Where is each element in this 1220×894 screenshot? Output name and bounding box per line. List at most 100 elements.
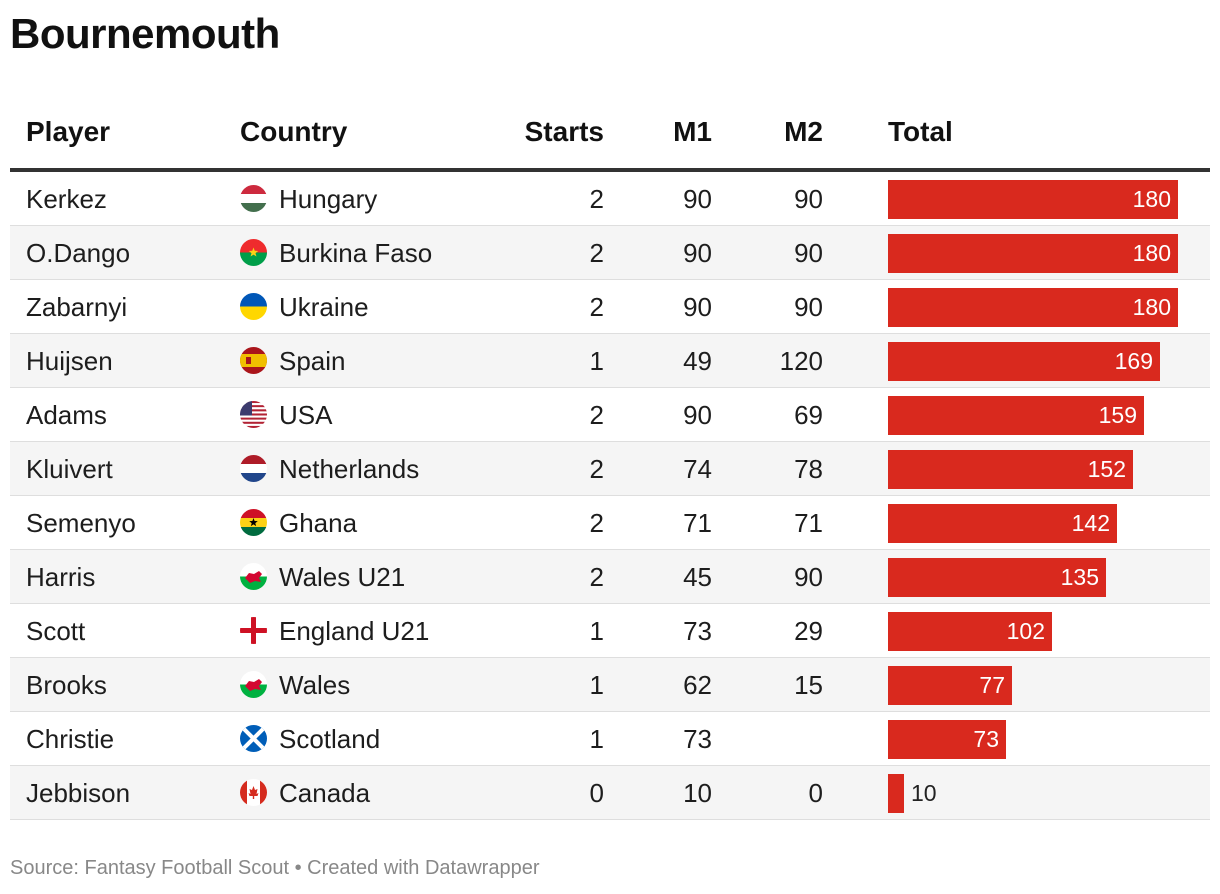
- m1-value: 90: [683, 184, 712, 214]
- country-name: Canada: [279, 778, 371, 808]
- player-name: Huijsen: [26, 346, 113, 376]
- table-row: Scott England U21 1 73 29 102: [10, 604, 1210, 658]
- country-name: England U21: [279, 616, 430, 646]
- table-row: Harris Wales U21 2 45 90 135: [10, 550, 1210, 604]
- header-country: Country: [240, 116, 348, 147]
- m2-value: 120: [779, 346, 823, 376]
- player-name: Christie: [26, 724, 115, 754]
- country-name: Wales: [279, 670, 351, 700]
- wales-flag-icon: [240, 671, 267, 698]
- starts-value: 0: [589, 778, 604, 808]
- m2-value: 29: [794, 616, 823, 646]
- table-row: Kerkez Hungary 2 90 90 180: [10, 172, 1210, 226]
- m1-value: 73: [683, 616, 712, 646]
- table-row: Semenyo Ghana 2 71 71 142: [10, 496, 1210, 550]
- starts-value: 1: [589, 616, 604, 646]
- total-bar: [888, 666, 1012, 705]
- player-name: Zabarnyi: [26, 292, 128, 322]
- m1-value: 71: [683, 508, 712, 538]
- burkina-faso-flag-icon: [240, 239, 267, 266]
- starts-value: 1: [589, 346, 604, 376]
- m2-value: 78: [794, 454, 823, 484]
- player-name: Scott: [26, 616, 86, 646]
- total-bar: [888, 396, 1144, 435]
- hungary-flag-icon: [240, 185, 267, 212]
- usa-flag-icon: [240, 401, 267, 428]
- table-row: Zabarnyi Ukraine 2 90 90 180: [10, 280, 1210, 334]
- starts-value: 2: [589, 292, 604, 322]
- total-value: 169: [1114, 348, 1153, 374]
- m2-value: 90: [794, 238, 823, 268]
- table-row: Kluivert Netherlands 2 74 78 152: [10, 442, 1210, 496]
- m1-value: 90: [683, 292, 712, 322]
- player-name: Harris: [26, 562, 96, 592]
- table-body: Kerkez Hungary 2 90 90 180 O.Dango Burki…: [10, 172, 1210, 820]
- total-value: 77: [979, 672, 1005, 698]
- header-total: Total: [888, 116, 953, 147]
- chart-title: Bournemouth: [10, 10, 280, 57]
- country-name: Ghana: [279, 508, 358, 538]
- data-table: Player Country Starts M1 M2 Total Kerkez…: [10, 100, 1210, 820]
- m1-value: 49: [683, 346, 712, 376]
- scotland-flag-icon: [240, 725, 267, 752]
- m2-value: 90: [794, 562, 823, 592]
- m1-value: 73: [683, 724, 712, 754]
- total-bar: [888, 720, 1006, 759]
- player-name: Kluivert: [26, 454, 113, 484]
- country-name: Netherlands: [279, 454, 420, 484]
- wales-flag-icon: [240, 563, 267, 590]
- player-name: Brooks: [26, 670, 107, 700]
- header-player: Player: [26, 116, 111, 147]
- source-note: Source: Fantasy Football Scout • Created…: [10, 857, 540, 879]
- player-name: Kerkez: [26, 184, 107, 214]
- header-starts: Starts: [524, 116, 604, 147]
- country-name: Hungary: [279, 184, 378, 214]
- m1-value: 62: [683, 670, 712, 700]
- table-row: Jebbison Canada 0 10 0 10: [10, 766, 1210, 820]
- total-value: 180: [1132, 240, 1171, 266]
- total-bar: [888, 450, 1133, 489]
- total-value: 159: [1098, 402, 1137, 428]
- table-row: Christie Scotland 1 73 73: [10, 712, 1210, 766]
- starts-value: 2: [589, 184, 604, 214]
- total-value: 73: [973, 726, 999, 752]
- header-m2: M2: [784, 116, 823, 147]
- m1-value: 10: [683, 778, 712, 808]
- total-bar: [888, 288, 1178, 327]
- player-name: Adams: [26, 400, 107, 430]
- total-bar: [888, 558, 1106, 597]
- table-header: Player Country Starts M1 M2 Total: [10, 100, 1210, 172]
- table-row: Brooks Wales 1 62 15 77: [10, 658, 1210, 712]
- starts-value: 2: [589, 562, 604, 592]
- starts-value: 2: [589, 454, 604, 484]
- player-name: Semenyo: [26, 508, 136, 538]
- starts-value: 1: [589, 670, 604, 700]
- m1-value: 90: [683, 238, 712, 268]
- country-name: Ukraine: [279, 292, 369, 322]
- total-value: 142: [1071, 510, 1110, 536]
- m2-value: 69: [794, 400, 823, 430]
- m2-value: 0: [808, 778, 823, 808]
- starts-value: 1: [589, 724, 604, 754]
- m2-value: 15: [794, 670, 823, 700]
- country-name: Burkina Faso: [279, 238, 433, 268]
- table-row: Adams USA 2 90 69 159: [10, 388, 1210, 442]
- ukraine-flag-icon: [240, 293, 267, 320]
- player-name: Jebbison: [26, 778, 131, 808]
- starts-value: 2: [589, 400, 604, 430]
- header-m1: M1: [673, 116, 712, 147]
- total-value: 180: [1132, 186, 1171, 212]
- total-bar: [888, 774, 904, 813]
- total-bar: [888, 234, 1178, 273]
- netherlands-flag-icon: [240, 455, 267, 482]
- ghana-flag-icon: [240, 509, 267, 536]
- m2-value: 90: [794, 184, 823, 214]
- total-bar: [888, 504, 1117, 543]
- total-bar: [888, 342, 1160, 381]
- england-flag-icon: [240, 617, 267, 644]
- m2-value: 71: [794, 508, 823, 538]
- m1-value: 74: [683, 454, 712, 484]
- total-value: 180: [1132, 294, 1171, 320]
- m2-value: 90: [794, 292, 823, 322]
- total-value: 10: [911, 780, 937, 806]
